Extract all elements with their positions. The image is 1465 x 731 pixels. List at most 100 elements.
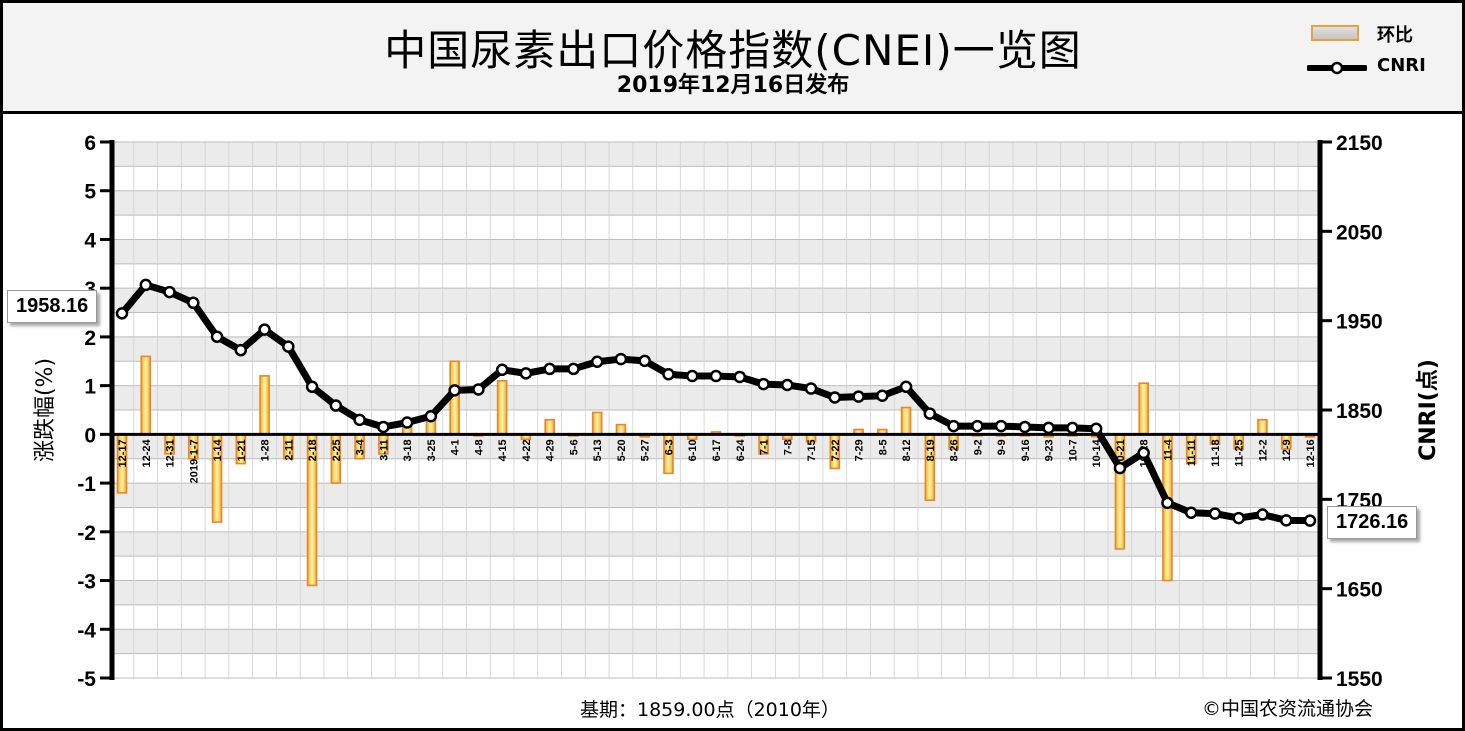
grid-band bbox=[112, 190, 1320, 216]
bar-12-24 bbox=[140, 355, 152, 436]
x-tick-label: 7-15 bbox=[806, 439, 818, 461]
cnri-point-8-5 bbox=[876, 389, 889, 402]
x-tick-label: 1-28 bbox=[260, 439, 272, 461]
x-tick-label: 3-11 bbox=[378, 439, 390, 460]
x-tick-label: 12-16 bbox=[1305, 439, 1317, 467]
x-tick-label: 12-31 bbox=[165, 439, 177, 467]
left-tick-label: -5 bbox=[77, 668, 96, 691]
left-axis-ticks: 6 5 4 3 2 1 0 -1 -2 -3 -4 -5 bbox=[77, 132, 112, 691]
x-tick-label: 7-1 bbox=[759, 439, 771, 455]
x-tick-label: 9-23 bbox=[1044, 439, 1056, 461]
legend: 环比 CNRI bbox=[1303, 21, 1453, 81]
cnri-point-6-17 bbox=[709, 369, 723, 383]
chart-header: 中国尿素出口价格指数(CNEI)一览图 2019年12月16日发布 环比 CNR… bbox=[3, 3, 1462, 114]
cnri-point-10-14 bbox=[1089, 422, 1103, 436]
x-tick-label: 1-21 bbox=[236, 439, 248, 461]
x-tick-label: 6-3 bbox=[663, 439, 675, 455]
grid-band bbox=[112, 142, 1320, 167]
legend-line-swatch bbox=[1307, 61, 1367, 75]
x-tick-label: 6-24 bbox=[735, 438, 747, 461]
x-tick-label: 5-27 bbox=[640, 439, 652, 461]
start-value-callout: 1958.16 bbox=[7, 290, 98, 323]
left-tick-label: 1 bbox=[84, 376, 96, 399]
cnri-point-9-16 bbox=[1018, 420, 1032, 434]
x-tick-label: 11-11 bbox=[1186, 439, 1198, 466]
x-tick-label: 3-4 bbox=[355, 438, 367, 455]
x-tick-label: 5-6 bbox=[568, 439, 580, 455]
left-tick-label: -3 bbox=[77, 571, 96, 594]
cnri-point-10-7 bbox=[1066, 421, 1079, 435]
bar-1-28 bbox=[259, 375, 270, 436]
right-tick-label: 1850 bbox=[1336, 400, 1383, 423]
cnri-point-8-26 bbox=[947, 419, 960, 433]
cnri-point-12-9 bbox=[1279, 514, 1293, 527]
cnri-point-4-1 bbox=[448, 384, 461, 397]
right-axis-title: CNRI(点) bbox=[1415, 359, 1441, 461]
x-tick-label: 2-11 bbox=[283, 439, 295, 460]
x-tick-label: 12-17 bbox=[117, 439, 129, 467]
x-tick-label: 12-2 bbox=[1257, 439, 1269, 461]
grid-band bbox=[112, 483, 1320, 508]
chart-subtitle: 2019年12月16日发布 bbox=[616, 73, 850, 98]
x-tick-label: 9-9 bbox=[996, 439, 1008, 455]
cnri-point-7-1 bbox=[757, 377, 770, 391]
x-tick-label: 2019-1-7 bbox=[188, 439, 200, 483]
cnri-point-7-22 bbox=[828, 391, 842, 404]
left-tick-label: 5 bbox=[84, 181, 96, 204]
bar-10-28 bbox=[1138, 382, 1149, 436]
x-tick-label: 12-24 bbox=[141, 438, 153, 467]
grid-band bbox=[112, 239, 1320, 264]
cnri-point-11-11 bbox=[1184, 506, 1198, 519]
right-tick-label: 1650 bbox=[1336, 579, 1383, 602]
x-tick-label: 9-16 bbox=[1020, 439, 1032, 461]
x-tick-label: 2-18 bbox=[307, 439, 319, 461]
cnri-point-3-18 bbox=[400, 416, 414, 429]
x-tick-label: 11-25 bbox=[1234, 439, 1246, 467]
cnri-point-7-29 bbox=[852, 390, 865, 403]
cnri-point-1-21 bbox=[234, 343, 248, 357]
x-tick-label: 10-14 bbox=[1091, 438, 1103, 467]
cnri-point-2-25 bbox=[329, 399, 343, 412]
base-period-note: 基期：1859.00点（2010年） bbox=[580, 699, 840, 721]
x-tick-label: 3-25 bbox=[426, 439, 438, 461]
legend-bar-label: 环比 bbox=[1377, 25, 1413, 46]
x-tick-label: 8-19 bbox=[925, 439, 937, 461]
x-tick-label: 8-5 bbox=[877, 439, 889, 455]
bar-12-2 bbox=[1257, 418, 1268, 436]
cnri-point-3-4 bbox=[353, 413, 366, 427]
x-tick-label: 4-8 bbox=[473, 439, 485, 455]
cnri-point-5-13 bbox=[590, 355, 604, 369]
cnri-point-4-29 bbox=[543, 362, 556, 376]
right-tick-label: 2050 bbox=[1336, 221, 1383, 244]
left-axis-title: 涨跌幅(%) bbox=[33, 358, 58, 462]
x-tick-label: 6-17 bbox=[711, 439, 723, 461]
x-tick-label: 4-1 bbox=[450, 439, 462, 455]
left-tick-label: -4 bbox=[77, 619, 96, 642]
x-tick-label: 7-29 bbox=[854, 439, 866, 461]
cnri-point-2-11 bbox=[282, 340, 295, 353]
legend-item-bar: 环比 bbox=[1303, 21, 1453, 46]
bar-4-15 bbox=[496, 379, 508, 436]
right-tick-label: 1950 bbox=[1336, 311, 1383, 334]
x-tick-label: 5-13 bbox=[592, 439, 604, 461]
grid-band bbox=[112, 531, 1320, 557]
x-tick-label: 8-12 bbox=[901, 439, 913, 461]
bar-5-13 bbox=[591, 411, 603, 436]
right-tick-label: 1550 bbox=[1336, 668, 1383, 691]
x-tick-label: 2-25 bbox=[331, 439, 343, 461]
cnri-point-12-2 bbox=[1256, 508, 1269, 521]
x-tick-label: 3-18 bbox=[402, 439, 414, 461]
grid-band bbox=[112, 288, 1320, 313]
cnri-point-4-8 bbox=[472, 383, 485, 396]
cnri-point-12-24 bbox=[139, 278, 153, 292]
left-tick-label: 0 bbox=[84, 424, 96, 447]
cnri-point-3-11 bbox=[377, 420, 390, 434]
cnri-point-4-22 bbox=[519, 367, 533, 380]
grid-band bbox=[112, 629, 1320, 654]
bar-8-12 bbox=[900, 406, 912, 436]
cnri-point-9-2 bbox=[971, 419, 984, 433]
right-tick-label: 2150 bbox=[1336, 132, 1383, 155]
